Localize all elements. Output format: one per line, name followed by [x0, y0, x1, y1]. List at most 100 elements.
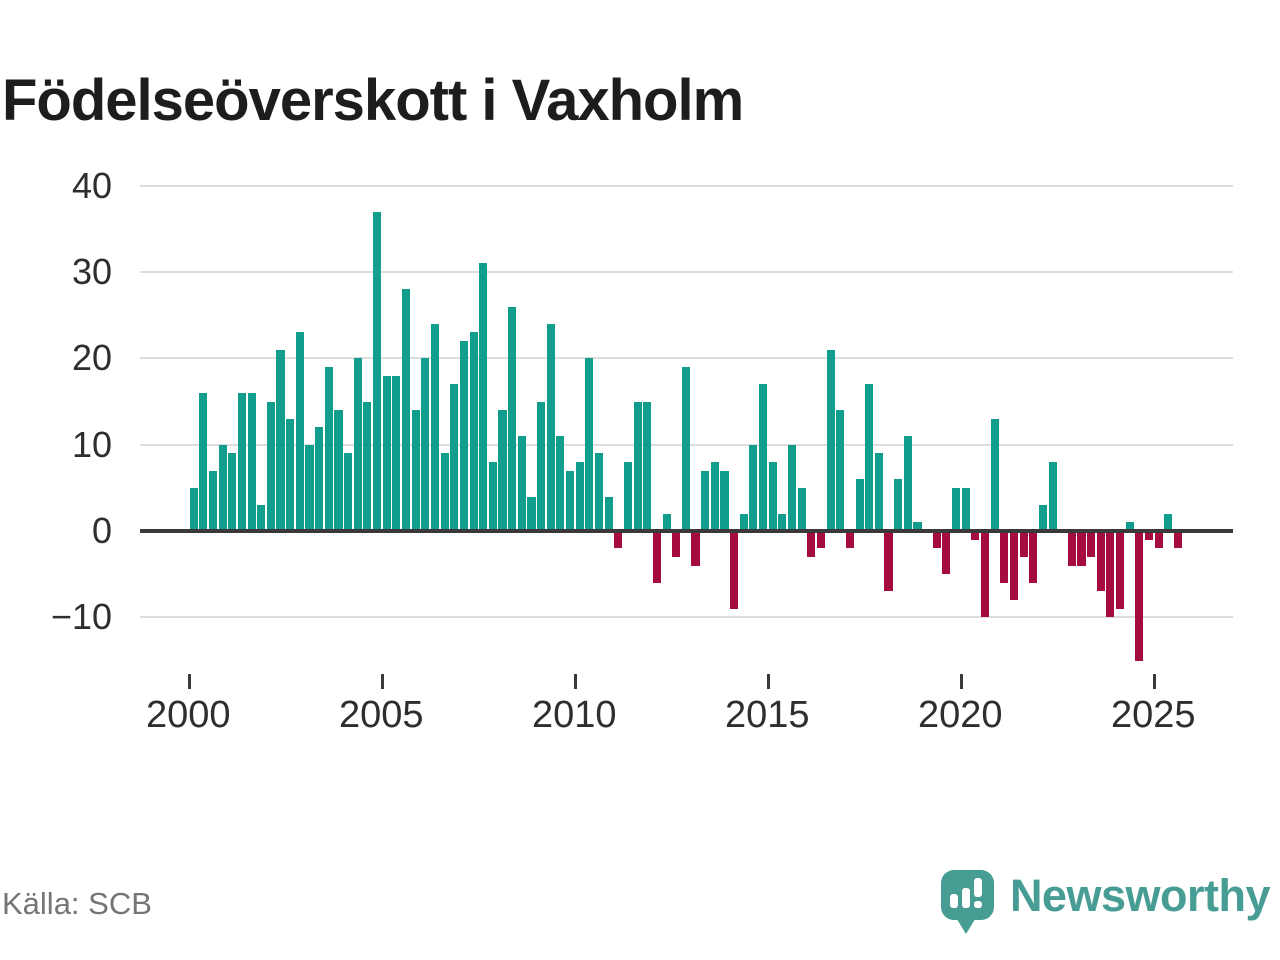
bar-2016Q2	[816, 531, 826, 549]
bar-2015Q1	[768, 461, 777, 531]
bar-2005Q4	[411, 410, 420, 531]
x-axis-label-2015: 2015	[725, 694, 810, 736]
pin-chart-bar-medium	[961, 888, 970, 908]
bar-2010Q1	[575, 461, 584, 531]
bar-2017Q2	[855, 479, 864, 531]
bar-2002Q4	[295, 332, 304, 531]
x-axis-tick-2015	[767, 674, 771, 689]
bar-2025Q3	[1173, 531, 1183, 549]
x-axis-tick-2000	[188, 674, 192, 689]
bar-2002Q2	[276, 349, 285, 531]
pin-chart-bar-small	[949, 894, 958, 908]
bar-2013Q2	[701, 470, 710, 531]
bar-2018Q3	[903, 436, 912, 531]
bar-2007Q2	[469, 332, 478, 531]
bar-2007Q3	[479, 263, 488, 531]
bar-2000Q3	[208, 470, 218, 531]
bar-2005Q1	[382, 375, 391, 531]
bar-2008Q4	[527, 496, 536, 531]
bar-2012Q2	[662, 513, 671, 531]
bar-2003Q2	[315, 427, 324, 531]
bar-2000Q4	[218, 444, 227, 531]
bar-2000Q1	[189, 487, 198, 531]
bar-2020Q3	[980, 531, 990, 618]
bar-2009Q2	[546, 323, 555, 531]
pin-tail-shape	[954, 916, 977, 934]
bar-2018Q4	[913, 522, 922, 531]
bar-2011Q4	[643, 401, 652, 531]
bar-2010Q2	[585, 358, 594, 531]
bar-2001Q4	[257, 505, 266, 531]
bar-2023Q4	[1106, 531, 1115, 618]
bar-2012Q1	[652, 531, 661, 583]
bar-2010Q4	[604, 496, 613, 531]
bar-2023Q1	[1077, 531, 1086, 566]
bar-2017Q4	[874, 453, 883, 531]
x-axis-tick-2005	[381, 674, 385, 689]
bar-2005Q2	[392, 375, 401, 531]
bar-2017Q3	[865, 384, 874, 531]
bar-2013Q4	[720, 470, 729, 531]
bar-2001Q3	[247, 392, 256, 531]
gridline-y-20	[140, 357, 1233, 360]
bar-2019Q4	[952, 487, 961, 531]
bar-2007Q4	[488, 461, 497, 531]
gridline-y--10	[140, 616, 1233, 619]
bar-2014Q3	[749, 444, 758, 531]
bar-2006Q3	[440, 453, 449, 531]
bar-2020Q4	[990, 418, 999, 531]
bar-2018Q1	[884, 531, 893, 592]
bar-2007Q1	[459, 341, 468, 531]
x-axis-tick-2020	[960, 674, 964, 689]
y-axis-label-30: 30	[71, 250, 112, 292]
bar-2020Q1	[961, 487, 970, 531]
x-axis-zero-line	[140, 529, 1233, 533]
bar-2021Q3	[1019, 531, 1028, 557]
bar-2012Q3	[672, 531, 681, 557]
y-axis-label-20: 20	[71, 337, 112, 379]
x-axis-tick-2025	[1153, 674, 1157, 689]
y-axis-label-40: 40	[71, 164, 112, 206]
bar-2021Q4	[1029, 531, 1038, 583]
bar-2008Q1	[498, 410, 507, 531]
bar-2004Q2	[353, 358, 362, 531]
bar-2016Q1	[807, 531, 816, 557]
bar-2002Q1	[266, 401, 275, 531]
bar-2005Q3	[401, 289, 411, 531]
bar-2003Q3	[324, 366, 333, 531]
bar-2022Q1	[1038, 505, 1047, 531]
bar-2021Q2	[1009, 531, 1019, 601]
bar-2016Q3	[826, 349, 835, 531]
x-axis-label-2010: 2010	[532, 694, 617, 736]
bar-2023Q2	[1087, 531, 1096, 557]
bar-2015Q4	[797, 487, 806, 531]
bar-2024Q1	[1116, 531, 1125, 609]
bar-2002Q3	[286, 418, 295, 531]
bar-2022Q2	[1048, 461, 1057, 531]
bar-2024Q4	[1145, 531, 1154, 540]
bar-2008Q2	[508, 306, 517, 531]
x-axis-label-2005: 2005	[339, 694, 424, 736]
bar-2014Q1	[730, 531, 739, 609]
x-axis-label-2000: 2000	[146, 694, 231, 736]
x-axis-tick-2010	[574, 674, 578, 689]
bar-2018Q2	[894, 479, 903, 531]
bar-2021Q1	[1000, 531, 1009, 583]
bar-2003Q4	[334, 410, 343, 531]
bar-2000Q2	[199, 392, 208, 531]
bar-2003Q1	[305, 444, 314, 531]
bar-2006Q4	[450, 384, 459, 531]
pin-chart-exclamation-dot	[973, 901, 982, 908]
bar-2009Q3	[556, 436, 565, 531]
newsworthy-wordmark: Newsworthy	[1009, 870, 1271, 921]
newsworthy-brand: Newsworthy	[940, 856, 1271, 936]
bar-2004Q3	[363, 401, 372, 531]
bar-2014Q4	[759, 384, 768, 531]
bar-2011Q3	[633, 401, 642, 531]
bar-2006Q2	[430, 323, 440, 531]
bar-2004Q1	[344, 453, 353, 531]
bar-2025Q2	[1164, 513, 1173, 531]
bar-2015Q3	[787, 444, 797, 531]
